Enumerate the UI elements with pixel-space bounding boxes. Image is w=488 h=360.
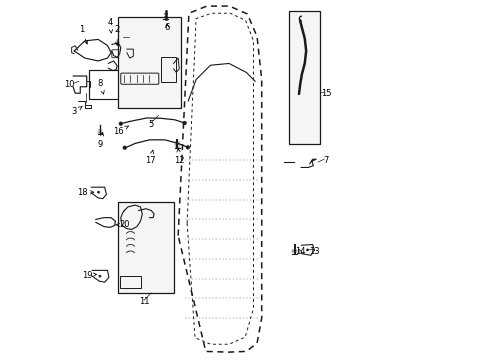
Text: 12: 12 (174, 149, 184, 165)
Text: 10: 10 (64, 81, 75, 90)
Text: 13: 13 (308, 247, 319, 256)
Circle shape (99, 275, 101, 277)
Text: 8: 8 (98, 79, 104, 94)
FancyBboxPatch shape (118, 17, 181, 108)
Text: 19: 19 (82, 270, 97, 279)
Text: 6: 6 (164, 23, 170, 32)
Circle shape (122, 146, 126, 149)
Text: 1: 1 (79, 25, 87, 44)
Circle shape (97, 191, 100, 193)
Text: 11: 11 (139, 297, 149, 306)
Circle shape (306, 249, 308, 251)
Text: 16: 16 (113, 126, 128, 136)
Text: 3: 3 (71, 107, 82, 116)
Text: 18: 18 (77, 188, 94, 197)
Text: 7: 7 (323, 156, 328, 165)
Circle shape (183, 121, 186, 125)
FancyBboxPatch shape (118, 202, 174, 293)
Text: 9: 9 (98, 132, 103, 149)
Text: 5: 5 (148, 120, 154, 129)
Text: 15: 15 (320, 89, 331, 98)
Text: 4: 4 (107, 18, 112, 33)
Text: 17: 17 (145, 150, 156, 165)
FancyBboxPatch shape (289, 12, 319, 144)
Circle shape (119, 122, 122, 126)
Text: 20: 20 (116, 220, 129, 229)
Circle shape (185, 145, 189, 149)
Text: 14: 14 (294, 247, 305, 256)
Text: 2: 2 (114, 25, 120, 45)
